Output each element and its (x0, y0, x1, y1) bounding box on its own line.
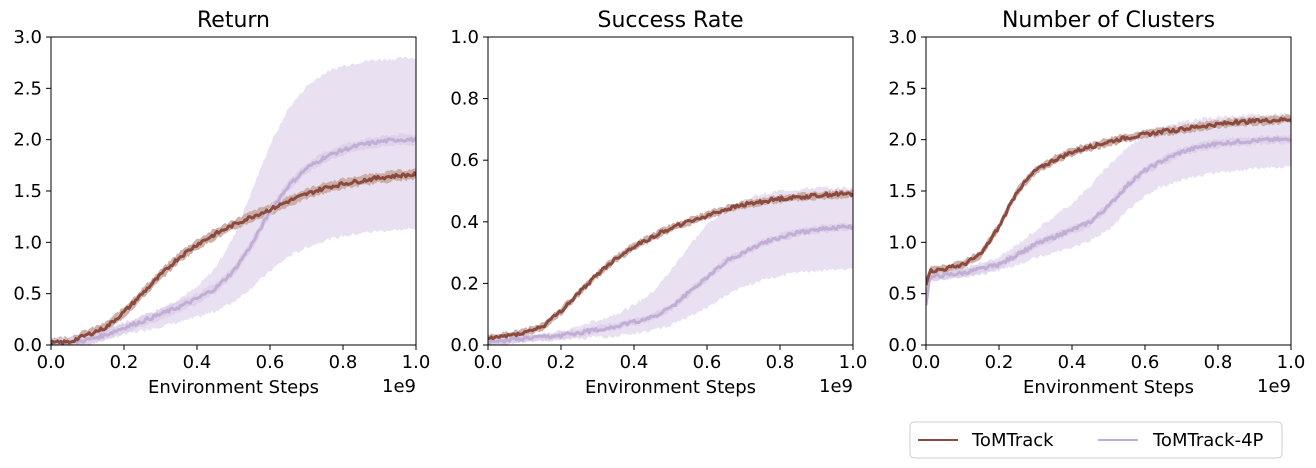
y-tick-label: 0.5 (888, 284, 917, 305)
y-tick-label: 1.0 (13, 232, 42, 253)
plot-data (51, 56, 416, 345)
legend-box (909, 421, 1283, 459)
band-tomtrack-4p-spread (488, 186, 853, 345)
y-tick-label: 0.5 (13, 284, 42, 305)
chart-panel-1: Return 0.0 0.2 0.4 0.6 0.8 1.0 0.0 0.5 1.0 1.5 2.0 2… (13, 8, 430, 398)
y-tick-label: 1.0 (888, 232, 917, 253)
x-tick-label: 0.2 (985, 352, 1014, 373)
x-tick-label: 0.6 (1131, 352, 1160, 373)
x-axis-label: Environment Steps (585, 377, 756, 398)
x-tick-label: 0.2 (110, 352, 139, 373)
plot-data (926, 112, 1291, 310)
x-tick-label: 0.4 (1058, 352, 1087, 373)
series-line-tomtrack (488, 190, 853, 341)
series-line-tomtrack-4p (926, 136, 1291, 306)
y-tick-label: 0.2 (450, 273, 479, 294)
legend: ToMTrack ToMTrack-4P (909, 421, 1283, 459)
y-tick-label: 1.0 (450, 27, 479, 48)
chart-title: Return (197, 8, 270, 33)
band-tomtrack-4p-spread (926, 112, 1291, 310)
y-tick-label: 2.0 (13, 130, 42, 151)
x-tick-label: 0.0 (912, 352, 941, 373)
y-tick-label: 2.0 (888, 130, 917, 151)
series-line-tomtrack-4p (51, 136, 416, 345)
x-axis-offset: 1e9 (819, 376, 853, 397)
chart-panel-3: Number of Clusters 0.0 0.2 0.4 0.6 0.8 1.0 0.0 0… (888, 8, 1305, 398)
x-tick-label: 0.8 (329, 352, 358, 373)
legend-label-tomtrack: ToMTrack (971, 430, 1054, 451)
chart-title: Number of Clusters (1002, 8, 1215, 33)
y-tick-label: 0.0 (450, 335, 479, 356)
x-tick-label: 1.0 (1277, 352, 1306, 373)
x-axis-label: Environment Steps (148, 377, 319, 398)
y-tick-label: 1.5 (13, 181, 42, 202)
y-tick-label: 0.0 (888, 335, 917, 356)
x-tick-label: 0.0 (474, 352, 503, 373)
x-tick-label: 0.4 (183, 352, 212, 373)
x-tick-label: 0.8 (766, 352, 795, 373)
series-line-tomtrack (51, 171, 416, 345)
y-tick-label: 0.0 (13, 335, 42, 356)
x-tick-label: 0.8 (1204, 352, 1233, 373)
series-line-tomtrack (926, 116, 1291, 286)
x-tick-label: 0.4 (620, 352, 649, 373)
chart-panel-2: Success Rate 0.0 0.2 0.4 0.6 0.8 1.0 0.0 0.2 0.4 0… (450, 8, 867, 398)
y-tick-label: 0.8 (450, 89, 479, 110)
chart-title: Success Rate (598, 8, 744, 33)
plot-data (488, 186, 853, 345)
x-axis-label: Environment Steps (1023, 377, 1194, 398)
legend-label-tomtrack-4p: ToMTrack-4P (1152, 430, 1264, 451)
x-tick-label: 1.0 (402, 352, 431, 373)
x-axis-offset: 1e9 (1257, 376, 1291, 397)
x-tick-label: 0.0 (37, 352, 66, 373)
band-tomtrack-4p-spread (51, 56, 416, 345)
y-tick-label: 1.5 (888, 181, 917, 202)
x-tick-label: 0.6 (693, 352, 722, 373)
series-line-tomtrack-4p (488, 224, 853, 345)
x-tick-label: 0.6 (256, 352, 285, 373)
x-tick-label: 0.2 (547, 352, 576, 373)
y-tick-label: 3.0 (13, 27, 42, 48)
y-tick-label: 2.5 (13, 78, 42, 99)
y-tick-label: 0.4 (450, 212, 479, 233)
y-tick-label: 3.0 (888, 27, 917, 48)
plot-frame (487, 36, 854, 346)
y-tick-label: 0.6 (450, 150, 479, 171)
y-tick-label: 2.5 (888, 78, 917, 99)
x-tick-label: 1.0 (839, 352, 868, 373)
x-axis-offset: 1e9 (382, 376, 416, 397)
